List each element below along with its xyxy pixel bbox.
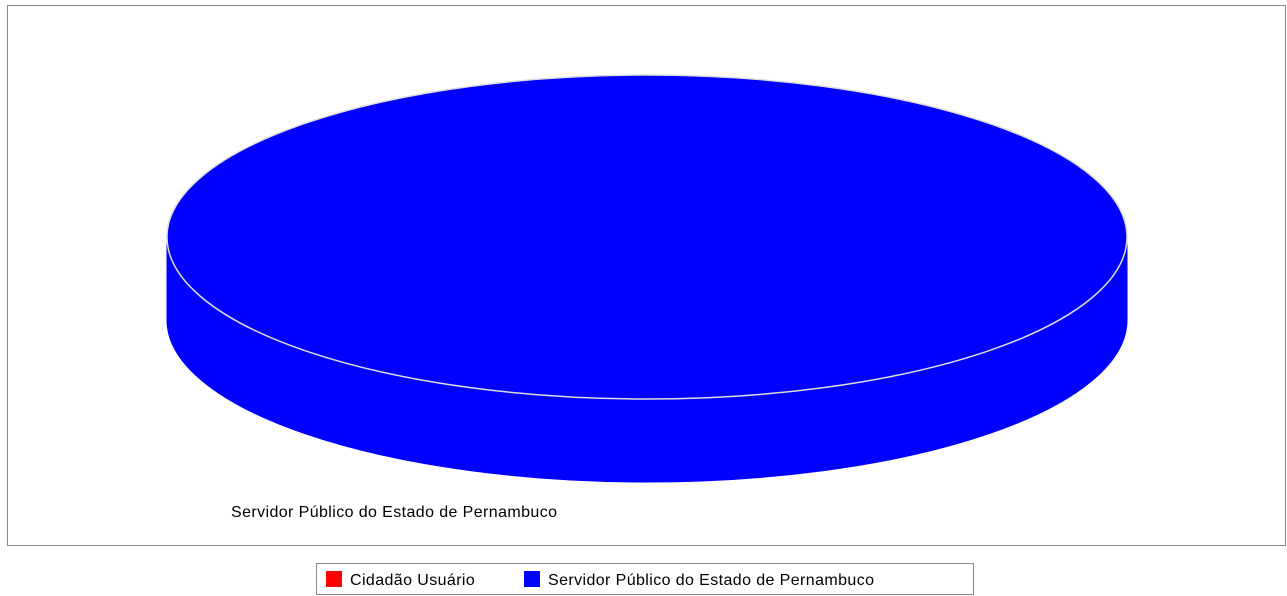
legend-swatch [326,571,342,587]
legend-box [316,563,974,595]
legend-swatch [524,571,540,587]
legend-label: Servidor Público do Estado de Pernambuco [548,572,874,589]
section-label: Servidor Público do Estado de Pernambuco [231,504,557,521]
pie-slice [166,74,1128,400]
legend-label: Cidadão Usuário [350,572,475,589]
